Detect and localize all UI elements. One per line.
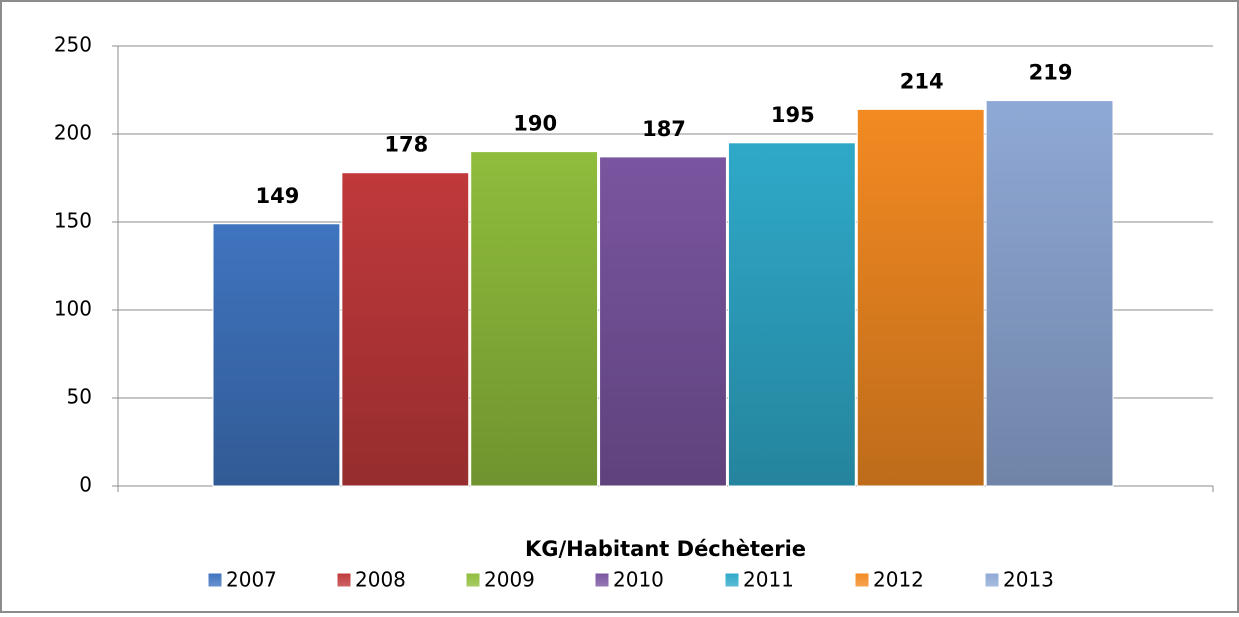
y-tick-label: 50 xyxy=(67,385,92,409)
legend-swatch xyxy=(207,572,223,588)
value-label: 214 xyxy=(900,69,944,93)
value-label: 178 xyxy=(384,133,428,157)
x-category-label: KG/Habitant Déchèterie xyxy=(525,537,806,561)
y-tick-label: 250 xyxy=(54,33,92,57)
bar xyxy=(985,100,1114,487)
y-tick-label: 100 xyxy=(54,297,92,321)
y-tick-label: 200 xyxy=(54,121,92,145)
legend-label: 2008 xyxy=(355,568,406,592)
legend-label: 2013 xyxy=(1003,568,1054,592)
y-tick-label: 0 xyxy=(79,473,92,497)
legend-label: 2011 xyxy=(743,568,794,592)
legend-swatch xyxy=(465,572,481,588)
legend-swatch xyxy=(594,572,610,588)
bar xyxy=(599,156,727,487)
legend-label: 2012 xyxy=(873,568,924,592)
bar xyxy=(856,108,985,487)
bar xyxy=(212,223,341,487)
y-tick-label: 150 xyxy=(54,209,92,233)
bar xyxy=(341,172,470,487)
legend-label: 2010 xyxy=(613,568,664,592)
value-label: 190 xyxy=(513,112,557,136)
legend-swatch xyxy=(854,572,870,588)
legend-swatch xyxy=(724,572,740,588)
legend-label: 2009 xyxy=(484,568,535,592)
legend-swatch xyxy=(336,572,352,588)
bar xyxy=(470,151,599,487)
value-label: 195 xyxy=(771,103,815,127)
bar xyxy=(727,142,856,487)
legend-label: 2007 xyxy=(226,568,277,592)
value-label: 149 xyxy=(256,184,300,208)
value-label: 187 xyxy=(642,117,686,141)
value-label: 219 xyxy=(1029,61,1073,85)
legend-swatch xyxy=(984,572,1000,588)
